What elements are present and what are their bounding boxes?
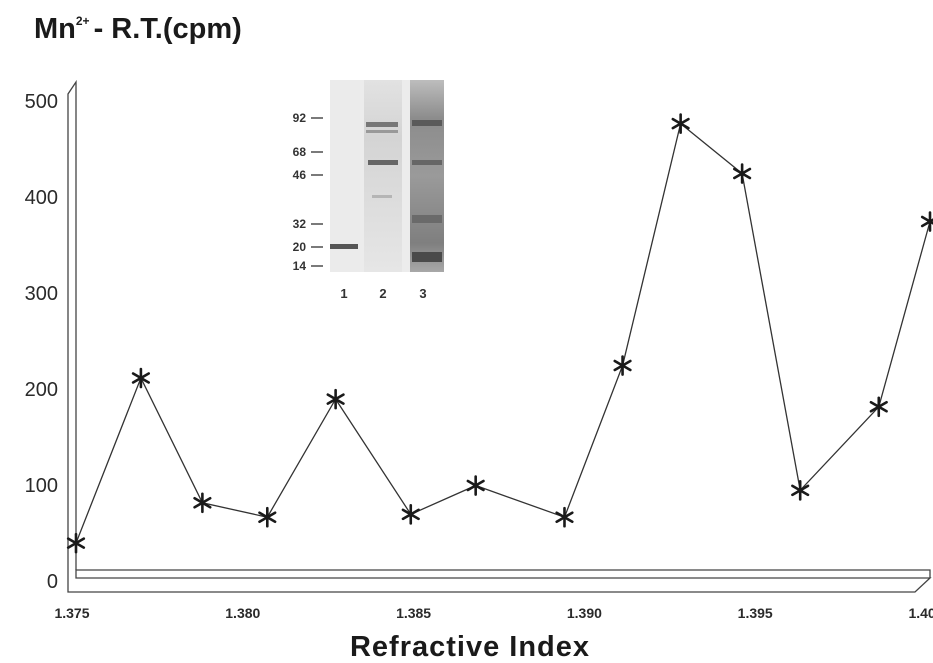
lane-label: 3 bbox=[419, 286, 426, 301]
x-tick-label: 1.375 bbox=[54, 605, 89, 621]
gel-band bbox=[368, 160, 398, 165]
lane-labels: 1 2 3 bbox=[340, 286, 426, 301]
data-point bbox=[613, 355, 632, 376]
y-tick-label: 300 bbox=[25, 283, 58, 305]
series-line bbox=[75, 122, 931, 544]
gel-band bbox=[412, 215, 442, 223]
gel-lane-1 bbox=[330, 80, 360, 272]
data-point bbox=[258, 506, 277, 528]
data-point bbox=[401, 504, 420, 525]
y-tick-label: 400 bbox=[25, 187, 58, 209]
y-tick-label: 0 bbox=[47, 571, 58, 593]
series bbox=[66, 113, 933, 554]
data-point bbox=[869, 396, 888, 418]
data-point bbox=[193, 492, 212, 514]
y-tick-label: 100 bbox=[25, 475, 58, 497]
y-axis bbox=[67, 79, 77, 582]
gel-band bbox=[412, 252, 442, 262]
mw-marker-label: 68 bbox=[293, 145, 307, 159]
mw-markers: 92 68 46 32 20 14 bbox=[293, 111, 323, 273]
mw-marker-label: 14 bbox=[293, 259, 307, 273]
data-point bbox=[920, 211, 933, 232]
chart-title: Mn2+ - R.T.(cpm) bbox=[34, 13, 242, 45]
x-tick-label: 1.395 bbox=[738, 605, 773, 621]
data-point bbox=[131, 367, 150, 389]
data-point bbox=[671, 113, 690, 134]
x-tick-label: 1.400 bbox=[908, 605, 933, 621]
y-ticks: 0 100 200 300 400 500 bbox=[25, 91, 58, 593]
y-tick-label: 200 bbox=[25, 379, 58, 401]
lane-label: 2 bbox=[379, 286, 386, 301]
axes bbox=[67, 79, 932, 593]
x-tick-label: 1.380 bbox=[225, 605, 260, 621]
gel-band bbox=[412, 120, 442, 126]
gel-lane-2 bbox=[364, 80, 402, 272]
data-point bbox=[555, 506, 574, 528]
data-point bbox=[66, 532, 86, 554]
gel-band bbox=[330, 244, 358, 249]
gel-band bbox=[366, 122, 398, 127]
mw-marker-label: 46 bbox=[293, 168, 307, 182]
x-ticks: 1.375 1.380 1.385 1.390 1.395 1.400 bbox=[54, 605, 933, 621]
x-tick-label: 1.390 bbox=[567, 605, 602, 621]
gel-lane-3 bbox=[410, 80, 444, 272]
y-tick-label: 500 bbox=[25, 91, 58, 113]
gel-inset: 92 68 46 32 20 14 1 2 3 bbox=[293, 80, 444, 301]
data-point bbox=[791, 480, 810, 501]
x-axis bbox=[67, 569, 932, 593]
data-point bbox=[733, 163, 752, 184]
x-axis-label: Refractive Index bbox=[350, 631, 590, 663]
data-point bbox=[466, 475, 485, 496]
mw-marker-label: 20 bbox=[293, 240, 307, 254]
gel-band bbox=[412, 160, 442, 165]
mw-marker-label: 92 bbox=[293, 111, 307, 125]
mw-marker-label: 32 bbox=[293, 217, 307, 231]
lane-label: 1 bbox=[340, 286, 347, 301]
data-point bbox=[326, 388, 345, 410]
gel-band bbox=[372, 195, 392, 198]
gel-band bbox=[366, 130, 398, 133]
x-tick-label: 1.385 bbox=[396, 605, 431, 621]
